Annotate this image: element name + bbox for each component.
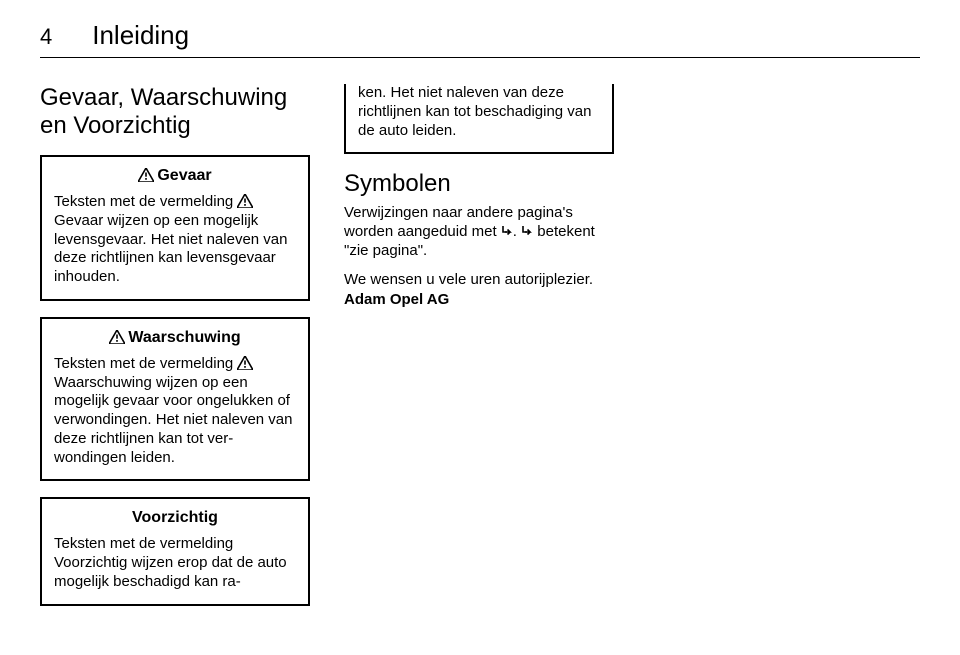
chapter-title: Inleiding xyxy=(92,20,189,51)
warning-triangle-icon xyxy=(237,194,253,208)
page-header: 4 Inleiding xyxy=(40,20,920,58)
box-gevaar: Gevaar Teksten met de vermelding Gevaar … xyxy=(40,155,310,301)
page-ref-arrow-icon xyxy=(521,224,533,236)
column-3 xyxy=(648,84,918,606)
box-voorzichtig-text: Teksten met de vermelding Voorzichtig wi… xyxy=(54,535,296,591)
column-2: ken. Het niet naleven van deze richtlijn… xyxy=(344,84,614,606)
warning-triangle-icon xyxy=(138,168,154,182)
box-voorzichtig-cont-text: ken. Het niet naleven van deze richtlijn… xyxy=(358,84,600,140)
content-columns: Gevaar, Waarschuwing en Voorzichtig Geva… xyxy=(40,84,920,606)
symbolen-para-3: Adam Opel AG xyxy=(344,291,614,310)
box-gevaar-text: Teksten met de vermelding Gevaar wijzen … xyxy=(54,193,296,287)
warning-triangle-icon xyxy=(109,330,125,344)
column-1: Gevaar, Waarschuwing en Voorzichtig Geva… xyxy=(40,84,310,606)
box-waarschuwing-text: Teksten met de vermelding Waarschuwing w… xyxy=(54,355,296,468)
box-waarschuwing-title-text: Waarschuwing xyxy=(128,329,240,346)
warning-triangle-icon xyxy=(237,356,253,370)
box-waarschuwing: Waarschuwing Teksten met de vermelding W… xyxy=(40,317,310,482)
symbolen-para-2: We wensen u vele uren autorijplezier. xyxy=(344,271,614,290)
section-heading: Gevaar, Waarschuwing en Voorzichtig xyxy=(40,84,310,139)
symbolen-heading: Symbolen xyxy=(344,170,614,198)
box-waarschuwing-title: Waarschuwing xyxy=(54,329,296,347)
page-ref-arrow-icon xyxy=(501,224,513,236)
box-voorzichtig: Voorzichtig Teksten met de vermelding Vo… xyxy=(40,497,310,605)
box-voorzichtig-continued: ken. Het niet naleven van deze richtlijn… xyxy=(344,84,614,154)
box-voorzichtig-title: Voorzichtig xyxy=(54,509,296,527)
symbolen-para-1: Verwijzingen naar andere pagina's worden… xyxy=(344,204,614,260)
box-gevaar-title: Gevaar xyxy=(54,167,296,185)
box-gevaar-title-text: Gevaar xyxy=(157,167,211,184)
symbolen-p1b: . xyxy=(513,223,521,240)
page-number: 4 xyxy=(40,24,52,50)
